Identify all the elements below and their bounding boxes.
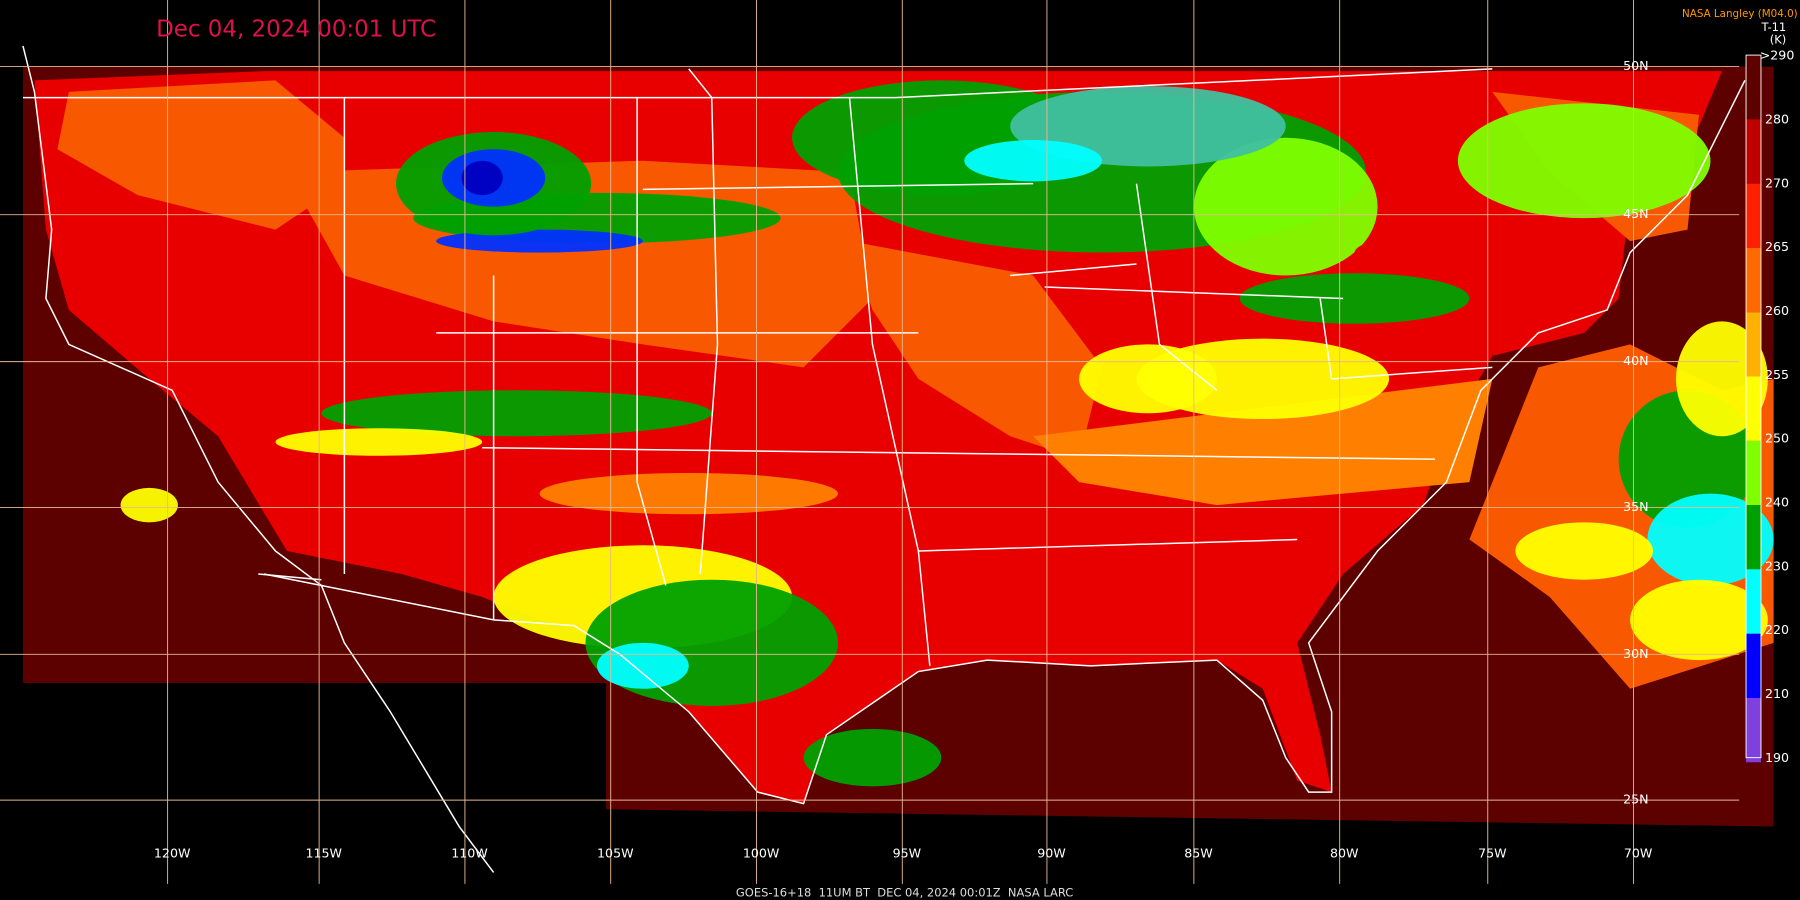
- colorbar-label: 210: [1765, 686, 1789, 701]
- imagery: [22, 66, 1774, 827]
- colorbar-swatch: [1746, 440, 1761, 506]
- cloud-cold: [964, 140, 1103, 182]
- colorbar-unit: (K): [1770, 33, 1786, 47]
- latitude-label: 40N: [1623, 353, 1648, 368]
- footer: GOES-16+18 11UM BT DEC 04, 2024 00:01Z N…: [736, 886, 1073, 900]
- cloud-cold: [1515, 522, 1654, 580]
- colorbar-swatch: [1746, 633, 1761, 698]
- boundary: [22, 45, 495, 873]
- cloud-cold: [585, 579, 839, 706]
- cloud-cold: [461, 160, 503, 196]
- cloud-cold: [1676, 321, 1768, 437]
- colorbar-swatch: [1746, 569, 1761, 634]
- colorbar-label: 280: [1765, 112, 1789, 127]
- colorbar-swatch: [1746, 119, 1761, 184]
- longitude-label: 70W: [1624, 846, 1653, 861]
- colorbar-label: 255: [1765, 367, 1789, 382]
- cloud-warm: [849, 241, 1103, 460]
- colorbar-channel: T-11: [1761, 20, 1787, 34]
- boundary: [642, 182, 1034, 191]
- longitude-label: 100W: [743, 846, 780, 861]
- longitude-label: 90W: [1037, 846, 1066, 861]
- colorbar-label: >290: [1760, 48, 1795, 63]
- boundary: [1010, 263, 1137, 277]
- cloud-cold: [1457, 103, 1711, 219]
- latitude-label: 35N: [1623, 499, 1648, 514]
- longitude-label: 75W: [1478, 846, 1507, 861]
- colorbar-label: 190: [1765, 750, 1789, 765]
- cloud-cold: [1239, 273, 1470, 324]
- colorbar-label: 220: [1765, 622, 1789, 637]
- borders: [22, 45, 1746, 873]
- cloud-cold: [1193, 137, 1378, 276]
- cloud-cold: [1630, 579, 1768, 661]
- colorbar-swatch: [1746, 312, 1761, 377]
- colorbar-frame: [1745, 54, 1762, 759]
- colorbar-swatch: [1746, 697, 1761, 763]
- latitude-label: 50N: [1623, 58, 1648, 73]
- graticule: 120W 115W 110W 105W 100W 95W 90W 85W 80W 75W 70W 50…: [0, 0, 1740, 884]
- colorbar-label: 265: [1765, 239, 1789, 254]
- boundary: [22, 68, 1493, 99]
- latitude-label: 25N: [1623, 792, 1648, 807]
- cloud-warm: [1033, 378, 1493, 506]
- latitude-label: 30N: [1623, 646, 1648, 661]
- colorbar-label: 270: [1765, 175, 1789, 190]
- boundary: [848, 97, 931, 666]
- colorbar: >290 280 270 265 260 255 250 240 230 220 210 190: [1745, 48, 1795, 765]
- boundary: [636, 97, 667, 586]
- boundary: [1319, 298, 1493, 380]
- longitude-label: 120W: [154, 846, 191, 861]
- timestamp-title: Dec 04, 2024 00:01 UTC: [156, 17, 436, 43]
- cloud-cold: [1354, 238, 1447, 267]
- credit: NASA Langley (M04.0): [1682, 8, 1798, 20]
- boundary: [688, 68, 719, 575]
- colorbar-swatch: [1746, 183, 1761, 248]
- boundary: [482, 446, 1435, 460]
- longitude-label: 95W: [893, 846, 922, 861]
- cloud-cold: [275, 428, 483, 456]
- cloud-cold: [539, 472, 839, 515]
- boundary: [918, 538, 1298, 552]
- longitude-label: 105W: [597, 846, 634, 861]
- colorbar-label: 250: [1765, 431, 1789, 446]
- cloud-cold: [1647, 493, 1774, 586]
- colorbar-label: 260: [1765, 303, 1789, 318]
- cloud-cold: [1079, 344, 1217, 414]
- cloud-cold: [436, 229, 643, 253]
- latitude-label: 45N: [1623, 206, 1648, 221]
- colorbar-swatch: [1746, 376, 1761, 441]
- colorbar-label: 240: [1765, 494, 1789, 509]
- cloud-cold: [803, 728, 942, 787]
- colorbar-swatch: [1746, 505, 1761, 570]
- longitude-label: 85W: [1184, 846, 1213, 861]
- cloud-cold: [120, 487, 178, 523]
- boundary: [258, 573, 322, 581]
- longitude-label: 80W: [1330, 846, 1359, 861]
- colorbar-label: 230: [1765, 558, 1789, 573]
- boundary: [1135, 183, 1218, 391]
- colorbar-swatch: [1746, 247, 1761, 313]
- longitude-label: 110W: [451, 846, 488, 861]
- cloud-cold: [321, 390, 712, 437]
- cloud-warm: [57, 80, 345, 230]
- colorbar-swatch: [1746, 55, 1761, 120]
- longitude-label: 115W: [305, 846, 342, 861]
- boundary: [263, 80, 1746, 805]
